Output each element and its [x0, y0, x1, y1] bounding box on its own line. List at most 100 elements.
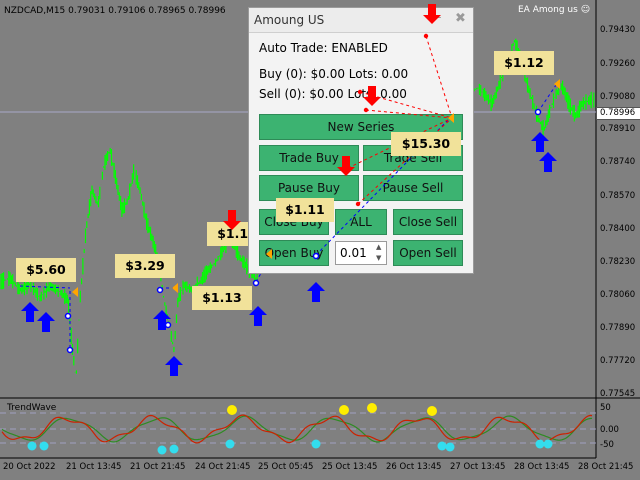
- order-marker: [363, 107, 369, 113]
- price-label: 0.78060: [600, 290, 636, 300]
- spin-down-icon[interactable]: ▼: [376, 254, 382, 262]
- oversold-dot: [27, 441, 37, 451]
- buy-arrow-icon: [37, 312, 55, 332]
- oversold-dot: [311, 439, 321, 449]
- order-marker: [345, 165, 351, 171]
- buy-arrow-icon: [539, 152, 557, 172]
- buy-arrow-icon: [165, 356, 183, 376]
- buy-arrow-icon: [249, 306, 267, 326]
- time-label: 28 Oct 21:45: [578, 462, 634, 472]
- high-price: 0.79106: [108, 6, 146, 16]
- close-sell-button[interactable]: Close Sell: [393, 209, 463, 235]
- order-marker: [64, 312, 72, 320]
- trendwave-main-line: [1, 414, 593, 444]
- price-label: 0.77720: [600, 356, 636, 366]
- order-marker: [156, 286, 164, 294]
- time-label: 27 Oct 13:45: [450, 462, 506, 472]
- indicator-level-label: 50: [600, 403, 611, 413]
- auto-trade-status: Auto Trade: ENABLED: [259, 41, 388, 55]
- close-marker-icon: [72, 287, 78, 297]
- close-marker-icon: [448, 113, 454, 123]
- close-all-button[interactable]: ALL: [335, 209, 387, 235]
- price-label: 0.79260: [600, 59, 636, 69]
- oversold-dot: [169, 444, 179, 454]
- sell-arrow-icon: [423, 4, 441, 24]
- overbought-dot: [367, 403, 377, 413]
- open-sell-button[interactable]: Open Sell: [393, 240, 463, 266]
- buy-arrow-icon: [531, 132, 549, 152]
- sell-arrow-icon: [223, 210, 241, 230]
- price-label: 0.79080: [600, 92, 636, 102]
- price-label: 0.77890: [600, 323, 636, 333]
- profit-label: $3.29: [115, 254, 175, 278]
- profit-label: $1.13: [192, 286, 252, 310]
- order-marker: [164, 321, 172, 329]
- price-label: 0.79430: [600, 25, 636, 35]
- lots-value: 0.01: [340, 246, 367, 260]
- price-label: 0.78230: [600, 257, 636, 267]
- price-label: 0.78570: [600, 191, 636, 201]
- pause-buy-button[interactable]: Pause Buy: [259, 175, 359, 201]
- profit-label: $1.12: [494, 51, 554, 75]
- price-label: 0.78740: [600, 157, 636, 167]
- oversold-dot: [535, 439, 545, 449]
- spin-up-icon[interactable]: ▲: [376, 243, 382, 251]
- oversold-dot: [225, 439, 235, 449]
- time-label: 21 Oct 21:45: [130, 462, 186, 472]
- oversold-dot: [445, 442, 455, 452]
- time-axis[interactable]: 20 Oct 2022 21 Oct 13:45 21 Oct 21:45 24…: [0, 458, 633, 480]
- time-label: 24 Oct 21:45: [195, 462, 251, 472]
- buy-arrow-icon: [307, 282, 325, 302]
- order-marker: [423, 33, 429, 39]
- sell-trade-line: [347, 117, 453, 169]
- indicator-level-label: -50: [600, 440, 614, 450]
- pause-sell-button[interactable]: Pause Sell: [363, 175, 463, 201]
- low-price: 0.78965: [148, 6, 186, 16]
- sell-trade-line: [425, 35, 453, 119]
- current-price-tag: 0.78996: [596, 107, 640, 120]
- open-price: 0.79031: [68, 6, 106, 16]
- sell-trade-line: [357, 117, 453, 205]
- overbought-dot: [227, 405, 237, 415]
- expert-advisor-label: EA Among us ☺: [518, 5, 590, 15]
- buy-info: Buy (0): $0.00 Lots: 0.00: [259, 67, 409, 81]
- overbought-dot: [339, 405, 349, 415]
- close-price: 0.78996: [188, 6, 226, 16]
- order-marker: [357, 89, 363, 95]
- indicator-level-label: 0.00: [600, 425, 619, 435]
- symbol-timeframe: NZDCAD,M15: [4, 6, 66, 16]
- sell-trade-line: [359, 91, 453, 119]
- sell-arrow-icon: [337, 156, 355, 176]
- ea-name: EA Among us: [518, 5, 578, 15]
- close-marker-icon: [172, 283, 178, 293]
- oversold-dot: [543, 439, 553, 449]
- close-marker-icon: [554, 79, 560, 89]
- close-marker-icon: [266, 249, 272, 259]
- time-label: 25 Oct 13:45: [322, 462, 378, 472]
- order-marker: [252, 279, 260, 287]
- price-label: 0.77545: [600, 389, 636, 399]
- oversold-dot: [157, 445, 167, 455]
- profit-label: $1.11: [276, 198, 334, 222]
- price-label: 0.78400: [600, 224, 636, 234]
- order-marker: [355, 201, 361, 207]
- lots-input[interactable]: 0.01 ▲ ▼: [335, 241, 387, 265]
- price-axis[interactable]: 0.79430 0.79260 0.79080 0.78910 0.78740 …: [596, 0, 640, 480]
- profit-label: $5.60: [16, 258, 76, 282]
- panel-title: Amoung US: [254, 13, 325, 27]
- order-marker: [312, 252, 320, 260]
- buy-arrow-icon: [21, 302, 39, 322]
- close-icon[interactable]: ✖: [455, 11, 466, 26]
- indicator-name: TrendWave: [7, 403, 57, 413]
- oversold-dot: [39, 441, 49, 451]
- buy-arrow-icon: [153, 310, 171, 330]
- order-marker: [66, 346, 74, 354]
- time-label: 21 Oct 13:45: [66, 462, 122, 472]
- profit-label: $15.30: [391, 132, 461, 156]
- trendwave-signal-line: [1, 415, 593, 443]
- time-label: 28 Oct 13:45: [514, 462, 570, 472]
- buy-trade-line: [537, 81, 559, 113]
- price-label: 0.78910: [600, 124, 636, 134]
